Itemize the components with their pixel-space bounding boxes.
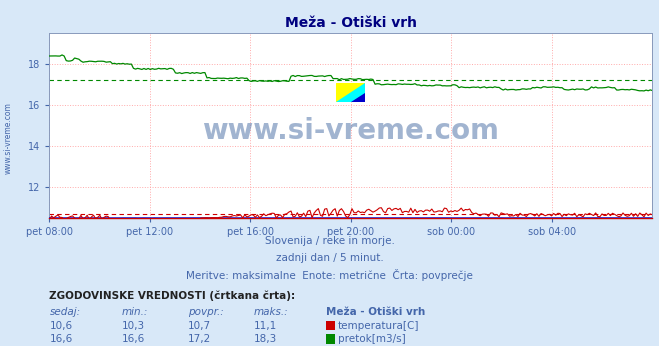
Title: Meža - Otiški vrh: Meža - Otiški vrh <box>285 16 417 30</box>
Text: sedaj:: sedaj: <box>49 307 80 317</box>
Text: ZGODOVINSKE VREDNOSTI (črtkana črta):: ZGODOVINSKE VREDNOSTI (črtkana črta): <box>49 291 295 301</box>
Text: www.si-vreme.com: www.si-vreme.com <box>3 102 13 174</box>
Text: www.si-vreme.com: www.si-vreme.com <box>202 117 500 145</box>
Text: 17,2: 17,2 <box>188 334 211 344</box>
Text: 11,1: 11,1 <box>254 321 277 331</box>
Text: Meritve: maksimalne  Enote: metrične  Črta: povprečje: Meritve: maksimalne Enote: metrične Črta… <box>186 268 473 281</box>
Text: 10,7: 10,7 <box>188 321 211 331</box>
Text: pretok[m3/s]: pretok[m3/s] <box>338 334 406 344</box>
Text: zadnji dan / 5 minut.: zadnji dan / 5 minut. <box>275 253 384 263</box>
Polygon shape <box>336 83 365 102</box>
Text: temperatura[C]: temperatura[C] <box>338 321 420 331</box>
Text: min.:: min.: <box>122 307 148 317</box>
Text: 16,6: 16,6 <box>49 334 72 344</box>
Polygon shape <box>336 83 365 102</box>
Text: maks.:: maks.: <box>254 307 289 317</box>
Text: povpr.:: povpr.: <box>188 307 223 317</box>
Text: Slovenija / reke in morje.: Slovenija / reke in morje. <box>264 236 395 246</box>
Text: 10,3: 10,3 <box>122 321 145 331</box>
Text: 18,3: 18,3 <box>254 334 277 344</box>
Polygon shape <box>351 93 365 102</box>
Text: 16,6: 16,6 <box>122 334 145 344</box>
Text: Meža - Otiški vrh: Meža - Otiški vrh <box>326 307 426 317</box>
Text: 10,6: 10,6 <box>49 321 72 331</box>
